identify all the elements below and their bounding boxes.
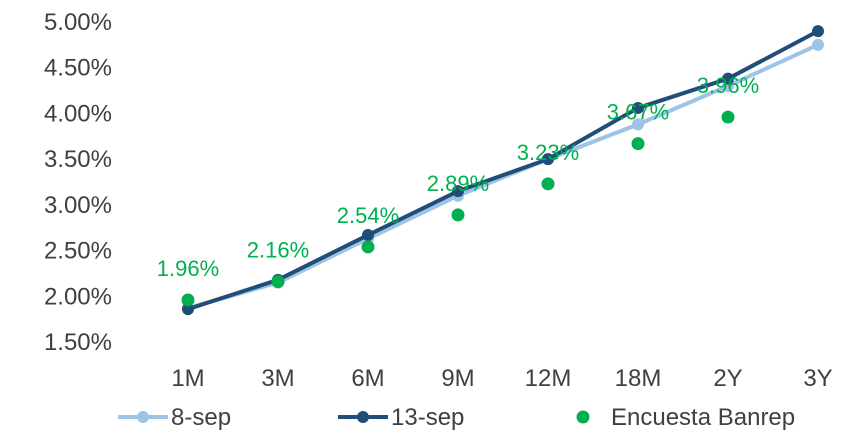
scatter-point [721, 110, 735, 124]
scatter-point [361, 240, 375, 254]
data-label-layer: 1.96% 2.16% 2.54% 2.89% 3.23% 3.67% 3.96% [157, 73, 759, 281]
series-marker-13-sep [182, 303, 194, 316]
x-tick-label: 9M [441, 365, 474, 392]
legend-label: 13-sep [391, 404, 464, 431]
series-marker-13-sep [362, 229, 374, 242]
data-label: 3.23% [517, 140, 579, 165]
series-marker-13-sep [542, 153, 554, 166]
scatter-point [271, 275, 285, 289]
series-marker-13-sep [812, 25, 824, 38]
legend-swatch-marker [137, 411, 149, 423]
series-marker-8-sep [632, 118, 644, 131]
series-marker-13-sep [452, 185, 464, 198]
x-tick-label: 18M [615, 365, 662, 392]
y-tick-label: 5.00% [44, 9, 112, 36]
series-layer [181, 25, 824, 316]
x-tick-label: 12M [525, 365, 572, 392]
series-marker-13-sep [632, 101, 644, 114]
data-label: 2.89% [427, 171, 489, 196]
scatter-point [541, 177, 555, 191]
series-marker-8-sep [812, 38, 824, 51]
x-tick-label: 3M [261, 365, 294, 392]
y-tick-label: 3.00% [44, 192, 112, 219]
legend-swatch-marker [576, 410, 590, 424]
data-label: 2.54% [337, 203, 399, 228]
y-tick-label: 3.50% [44, 146, 112, 173]
x-tick-label: 3Y [803, 365, 832, 392]
series-marker-13-sep [722, 72, 734, 85]
y-tick-label: 2.00% [44, 283, 112, 310]
legend: 8-sep 13-sep Encuesta Banrep [118, 404, 795, 431]
x-tick-label: 2Y [713, 365, 742, 392]
data-label: 3.96% [697, 73, 759, 98]
x-tick-label: 1M [171, 365, 204, 392]
x-axis: 1M 3M 6M 9M 12M 18M 2Y 3Y [171, 365, 832, 392]
y-tick-label: 2.50% [44, 238, 112, 265]
scatter-point [181, 293, 195, 307]
series-line-8-sep [186, 42, 820, 311]
data-label: 1.96% [157, 256, 219, 281]
legend-swatch-marker [357, 411, 369, 423]
scatter-point [631, 137, 645, 151]
legend-label: Encuesta Banrep [611, 404, 795, 431]
y-tick-label: 1.50% [44, 329, 112, 356]
scatter-point [451, 208, 465, 222]
y-tick-label: 4.50% [44, 55, 112, 82]
legend-label: 8-sep [171, 404, 231, 431]
data-label: 3.67% [607, 100, 669, 125]
series-line-13-sep [186, 29, 820, 312]
y-axis: 1.50% 2.00% 2.50% 3.00% 3.50% 4.00% 4.50% 5.00% [44, 9, 112, 356]
data-label: 2.16% [247, 238, 309, 263]
y-tick-label: 4.00% [44, 100, 112, 127]
x-tick-label: 6M [351, 365, 384, 392]
